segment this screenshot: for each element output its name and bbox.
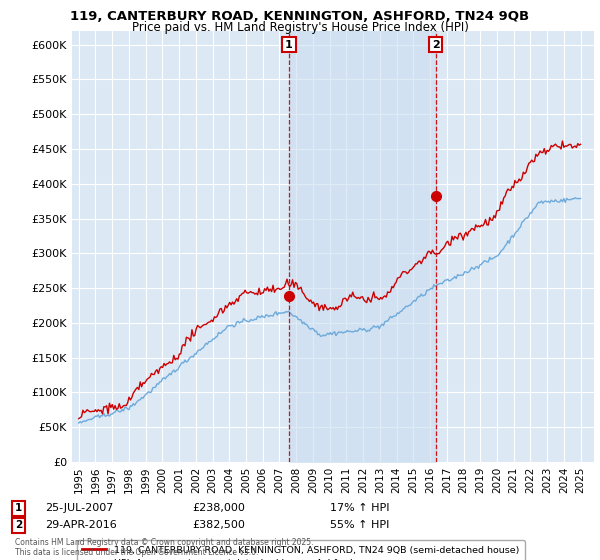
- Text: 2: 2: [15, 520, 22, 530]
- Text: Contains HM Land Registry data © Crown copyright and database right 2025.
This d: Contains HM Land Registry data © Crown c…: [15, 538, 314, 557]
- Text: 2: 2: [431, 40, 439, 50]
- Text: 55% ↑ HPI: 55% ↑ HPI: [330, 520, 389, 530]
- Text: 29-APR-2016: 29-APR-2016: [45, 520, 117, 530]
- Text: 17% ↑ HPI: 17% ↑ HPI: [330, 503, 389, 514]
- Text: Price paid vs. HM Land Registry's House Price Index (HPI): Price paid vs. HM Land Registry's House …: [131, 21, 469, 34]
- Text: 1: 1: [15, 503, 22, 514]
- Text: 25-JUL-2007: 25-JUL-2007: [45, 503, 113, 514]
- Text: 119, CANTERBURY ROAD, KENNINGTON, ASHFORD, TN24 9QB: 119, CANTERBURY ROAD, KENNINGTON, ASHFOR…: [70, 10, 530, 23]
- Text: £382,500: £382,500: [192, 520, 245, 530]
- Text: 1: 1: [285, 40, 293, 50]
- Text: £238,000: £238,000: [192, 503, 245, 514]
- Legend: 119, CANTERBURY ROAD, KENNINGTON, ASHFORD, TN24 9QB (semi-detached house), HPI: : 119, CANTERBURY ROAD, KENNINGTON, ASHFOR…: [77, 540, 524, 560]
